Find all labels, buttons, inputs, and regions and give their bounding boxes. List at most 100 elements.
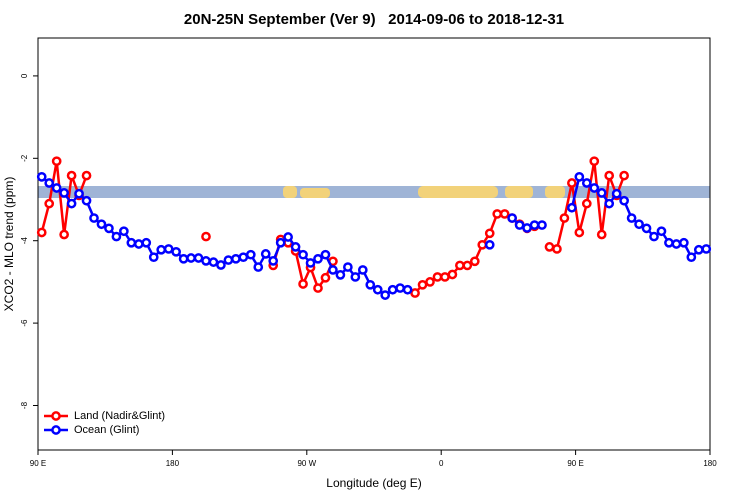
- point: [357, 265, 368, 275]
- point: [193, 253, 204, 263]
- point: [313, 253, 323, 264]
- point: [372, 284, 383, 295]
- plot-frame: [37, 37, 711, 451]
- point: [201, 256, 211, 266]
- point: [701, 244, 712, 254]
- point: [440, 272, 450, 282]
- point: [51, 183, 62, 193]
- point: [268, 256, 279, 266]
- point: [238, 252, 249, 263]
- point: [492, 209, 503, 219]
- point: [455, 260, 465, 271]
- point: [589, 156, 600, 167]
- point: [59, 229, 69, 240]
- point: [484, 239, 495, 250]
- point: [328, 265, 338, 275]
- point: [402, 284, 413, 295]
- x-tick-label: 180: [703, 459, 717, 468]
- point: [260, 249, 271, 259]
- point: [283, 232, 293, 242]
- point: [537, 220, 547, 230]
- point: [574, 171, 585, 182]
- point: [66, 198, 77, 209]
- point: [619, 195, 629, 206]
- y-tick-label: -2: [20, 154, 29, 162]
- x-tick-label: 0: [439, 459, 444, 468]
- point: [253, 262, 264, 272]
- point: [156, 244, 167, 255]
- point: [231, 253, 241, 264]
- point: [410, 288, 420, 298]
- point: [581, 178, 592, 188]
- point: [59, 188, 69, 198]
- point: [679, 237, 689, 248]
- point: [596, 188, 607, 198]
- point: [514, 220, 525, 230]
- point: [290, 242, 301, 252]
- point: [656, 226, 667, 237]
- point: [305, 258, 316, 268]
- point: [499, 209, 510, 219]
- map-strip: [38, 186, 710, 198]
- point: [126, 237, 137, 248]
- point: [567, 178, 577, 188]
- point: [298, 249, 308, 260]
- point: [365, 279, 376, 290]
- point: [96, 219, 107, 230]
- y-tick-label: -8: [20, 401, 29, 409]
- legend-marker: [51, 425, 61, 435]
- x-tick-label: 90 E: [30, 459, 46, 468]
- point: [343, 262, 353, 272]
- point: [223, 255, 234, 265]
- point: [417, 279, 428, 290]
- point: [387, 284, 398, 295]
- point: [641, 223, 652, 234]
- point: [507, 213, 517, 223]
- point: [74, 188, 84, 199]
- point: [313, 283, 323, 293]
- land-patch: [300, 188, 330, 198]
- point: [574, 227, 585, 238]
- point: [208, 257, 219, 267]
- point: [89, 213, 99, 223]
- point: [604, 198, 615, 209]
- point: [44, 198, 55, 209]
- legend-label: Land (Nadir&Glint): [74, 410, 165, 422]
- point: [81, 170, 92, 181]
- y-tick-label: 0: [20, 73, 29, 78]
- y-tick-label: -6: [20, 319, 29, 327]
- point: [380, 290, 391, 300]
- point: [649, 231, 659, 242]
- point: [81, 195, 92, 206]
- point: [51, 156, 62, 167]
- ocean-strip: [38, 186, 710, 198]
- point: [544, 242, 555, 252]
- point: [320, 249, 331, 260]
- point: [163, 244, 174, 254]
- point: [619, 170, 629, 181]
- point: [581, 198, 592, 209]
- point: [298, 279, 308, 289]
- point: [178, 253, 189, 264]
- point: [66, 170, 77, 181]
- point: [201, 231, 211, 242]
- land-patch: [283, 186, 297, 198]
- point: [626, 213, 637, 223]
- point: [335, 270, 346, 280]
- x-axis-label: Longitude (deg E): [326, 476, 421, 490]
- point: [171, 246, 181, 257]
- x-tick-label: 90 E: [567, 459, 583, 468]
- point: [245, 249, 256, 260]
- point: [469, 256, 480, 267]
- y-axis-label: XCO2 - MLO trend (ppm): [2, 177, 16, 312]
- land-patch: [545, 186, 565, 198]
- point: [350, 272, 361, 282]
- point: [522, 223, 532, 233]
- point: [186, 253, 196, 263]
- legend-label: Ocean (Glint): [74, 424, 139, 436]
- point: [104, 223, 114, 234]
- point: [111, 231, 122, 242]
- point: [671, 239, 682, 249]
